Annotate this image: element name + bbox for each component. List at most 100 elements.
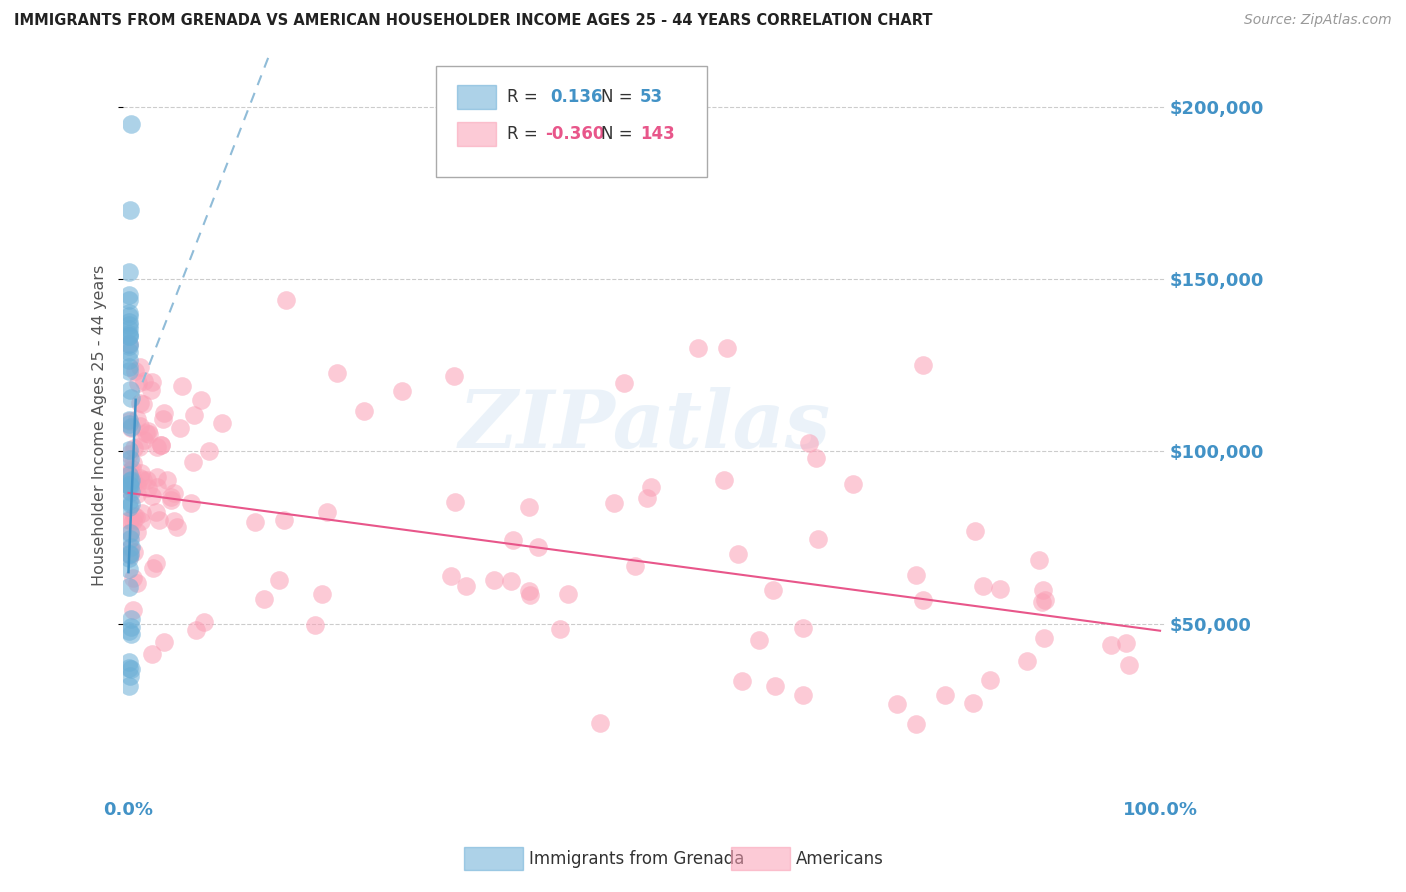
Point — [484, 573, 506, 587]
Point — [934, 688, 956, 702]
Point — [1118, 657, 1140, 672]
Point — [727, 547, 749, 561]
Text: R =: R = — [506, 88, 537, 106]
Point — [145, 505, 167, 519]
Point — [169, 421, 191, 435]
Point — [1099, 638, 1122, 652]
Point — [118, 581, 141, 595]
Point — [502, 533, 524, 548]
Point — [138, 426, 160, 441]
Point — [118, 305, 141, 319]
Point — [972, 579, 994, 593]
Point — [273, 513, 295, 527]
Point — [120, 541, 142, 555]
Point — [118, 478, 141, 492]
Point — [197, 443, 219, 458]
Point — [120, 612, 142, 626]
Point — [125, 524, 148, 539]
Point — [145, 470, 167, 484]
Point — [146, 480, 169, 494]
Point — [160, 490, 183, 504]
Point — [911, 592, 934, 607]
Text: N =: N = — [600, 88, 633, 106]
Point — [603, 496, 626, 510]
Point — [132, 397, 155, 411]
Point — [135, 425, 157, 440]
Point — [799, 436, 821, 450]
Point — [763, 679, 786, 693]
Point — [118, 329, 141, 343]
Text: 143: 143 — [640, 126, 675, 144]
Point — [118, 203, 141, 218]
Point — [121, 571, 143, 585]
Point — [211, 416, 233, 430]
Point — [153, 406, 176, 420]
Point — [118, 655, 141, 669]
Point — [118, 359, 141, 374]
Point — [122, 603, 145, 617]
Point — [274, 293, 297, 308]
Point — [716, 341, 738, 355]
Point — [118, 353, 141, 368]
Point — [253, 592, 276, 607]
Point — [686, 341, 709, 355]
Point — [180, 496, 202, 510]
Point — [517, 583, 540, 598]
Point — [118, 525, 141, 540]
Point — [125, 576, 148, 591]
Point — [118, 478, 141, 492]
Point — [118, 513, 141, 527]
Point — [120, 391, 142, 405]
Point — [120, 485, 142, 500]
Point — [120, 420, 142, 434]
Point — [118, 467, 141, 481]
Point — [118, 494, 141, 508]
Point — [141, 375, 163, 389]
Point — [120, 627, 142, 641]
Point — [118, 479, 141, 493]
Text: N =: N = — [600, 126, 633, 144]
Point — [120, 464, 142, 478]
Point — [152, 635, 174, 649]
Point — [118, 468, 141, 483]
Point — [148, 513, 170, 527]
Point — [120, 513, 142, 527]
Point — [122, 456, 145, 470]
Point — [911, 359, 934, 373]
Point — [1115, 635, 1137, 649]
Y-axis label: Householder Income Ages 25 - 44 years: Householder Income Ages 25 - 44 years — [93, 265, 107, 586]
Point — [141, 647, 163, 661]
Point — [118, 661, 141, 675]
Point — [124, 509, 146, 524]
Point — [142, 561, 165, 575]
Point — [124, 364, 146, 378]
Text: IMMIGRANTS FROM GRENADA VS AMERICAN HOUSEHOLDER INCOME AGES 25 - 44 YEARS CORREL: IMMIGRANTS FROM GRENADA VS AMERICAN HOUS… — [14, 13, 932, 29]
Text: R =: R = — [506, 126, 537, 144]
Point — [118, 336, 141, 351]
Point — [121, 482, 143, 496]
Point — [129, 418, 152, 433]
Point — [792, 688, 814, 702]
Point — [269, 573, 291, 587]
Point — [748, 633, 770, 648]
Point — [118, 551, 141, 566]
Point — [118, 327, 141, 342]
Point — [517, 500, 540, 514]
Point — [118, 548, 141, 562]
Point — [193, 615, 215, 629]
Point — [136, 473, 159, 487]
Point — [118, 413, 141, 427]
Point — [120, 117, 142, 131]
Point — [141, 384, 163, 398]
Point — [122, 514, 145, 528]
Point — [118, 483, 141, 497]
Point — [118, 318, 141, 332]
FancyBboxPatch shape — [436, 66, 707, 178]
Point — [132, 473, 155, 487]
Point — [444, 495, 467, 509]
Point — [155, 473, 177, 487]
Point — [886, 697, 908, 711]
Point — [118, 309, 141, 323]
Point — [120, 451, 142, 466]
Point — [353, 403, 375, 417]
